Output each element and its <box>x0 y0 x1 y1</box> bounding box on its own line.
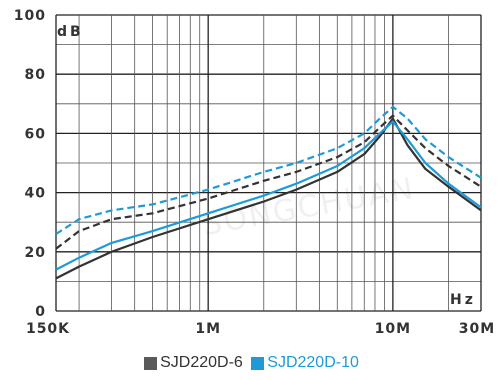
y-tick-label: 60 <box>25 126 46 142</box>
x-unit-label: Hz <box>450 292 476 308</box>
series-line-3 <box>55 105 482 235</box>
legend-item-sjd220d-6: SJD220D-6 <box>144 354 243 372</box>
legend-label: SJD220D-10 <box>267 354 359 371</box>
series-line-1 <box>55 114 482 250</box>
y-tick-label: 80 <box>25 67 46 83</box>
tick-labels: 0 20 40 60 80 100 150K 1M 10M 30M <box>14 8 495 337</box>
series-group <box>55 105 482 280</box>
series-line-0 <box>55 117 482 280</box>
legend-swatch <box>251 356 265 370</box>
watermark: SONGCHUAN <box>200 171 418 243</box>
legend-item-sjd220d-10: SJD220D-10 <box>251 354 359 372</box>
legend-label: SJD220D-6 <box>160 354 243 371</box>
y-tick-label: 0 <box>35 304 46 320</box>
x-tick-label: 30M <box>459 321 495 337</box>
x-tick-label: 10M <box>375 321 411 337</box>
gridlines <box>55 14 482 312</box>
y-tick-label: 20 <box>25 245 46 261</box>
legend: SJD220D-6 SJD220D-10 <box>0 354 503 375</box>
y-tick-label: 100 <box>14 8 46 24</box>
series-line-2 <box>55 120 482 271</box>
y-unit-label: dB <box>57 24 84 40</box>
chart-svg: SONGCHUAN 0 20 40 60 80 100 150K 1M 10M 30M dB Hz <box>14 8 495 337</box>
y-tick-label: 40 <box>25 186 46 202</box>
x-tick-label: 1M <box>195 321 221 337</box>
legend-swatch <box>144 356 158 370</box>
x-tick-label: 150K <box>26 321 70 337</box>
